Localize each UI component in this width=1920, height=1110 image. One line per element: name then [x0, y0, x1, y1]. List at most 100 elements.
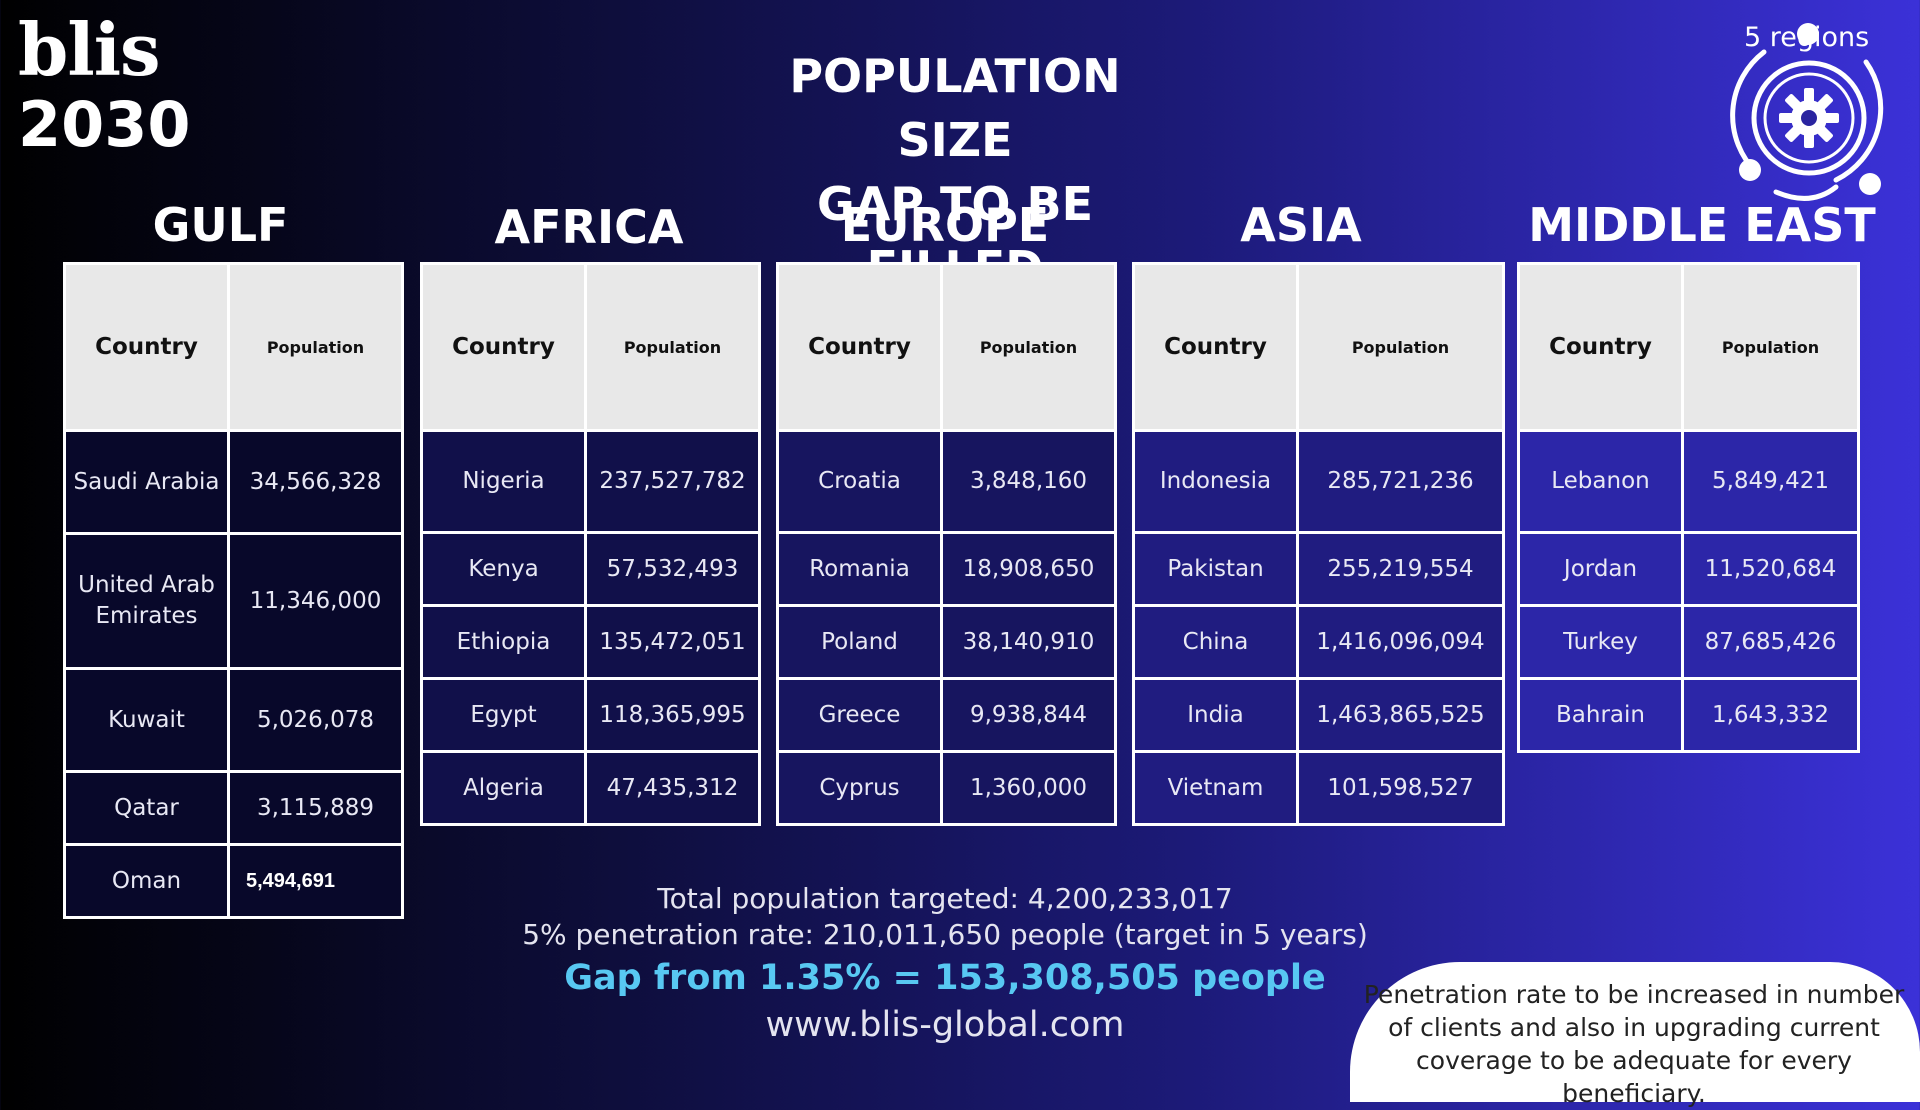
- population-cell: 1,643,332: [1681, 677, 1860, 753]
- population-cell: 285,721,236: [1296, 429, 1505, 534]
- region-title-europe: EUROPE: [840, 198, 1050, 252]
- table-row: Croatia 3,848,160: [776, 429, 1117, 534]
- table-row: Cyprus 1,360,000: [776, 750, 1117, 826]
- population-cell: 9,938,844: [940, 677, 1117, 753]
- country-cell: Greece: [776, 677, 943, 753]
- table-row: Nigeria 237,527,782: [420, 429, 761, 534]
- table-row: Egypt 118,365,995: [420, 677, 761, 753]
- country-cell: Lebanon: [1517, 429, 1684, 534]
- region-table-africa: Country Population Nigeria 237,527,782 Ken…: [420, 262, 761, 826]
- column-header-population: Population: [940, 262, 1117, 432]
- note-text: Penetration rate to be increased in numb…: [1363, 980, 1905, 1108]
- country-cell: Bahrain: [1517, 677, 1684, 753]
- region-table-gulf: Country Population Saudi Arabia 34,566,328…: [63, 262, 404, 919]
- note-box: [1350, 962, 1920, 1102]
- population-cell: 11,346,000: [227, 532, 404, 670]
- country-cell: Oman: [63, 843, 230, 919]
- column-header-country: Country: [420, 262, 587, 432]
- population-cell: 57,532,493: [584, 531, 761, 607]
- population-cell: 135,472,051: [584, 604, 761, 680]
- table-row: India 1,463,865,525: [1132, 677, 1505, 753]
- country-cell: Egypt: [420, 677, 587, 753]
- table-row: Kuwait 5,026,078: [63, 667, 404, 773]
- population-cell: 3,848,160: [940, 429, 1117, 534]
- column-header-country: Country: [1132, 262, 1299, 432]
- region-table-europe: Country Population Croatia 3,848,160 Roman…: [776, 262, 1117, 826]
- column-header-population: Population: [1681, 262, 1860, 432]
- table-row: Poland 38,140,910: [776, 604, 1117, 680]
- population-cell: 1,463,865,525: [1296, 677, 1505, 753]
- table-row: Romania 18,908,650: [776, 531, 1117, 607]
- country-cell: Turkey: [1517, 604, 1684, 680]
- table-row: Indonesia 285,721,236: [1132, 429, 1505, 534]
- population-cell: 5,026,078: [227, 667, 404, 773]
- table-row: Greece 9,938,844: [776, 677, 1117, 753]
- population-cell: 34,566,328: [227, 429, 404, 535]
- population-cell: 1,416,096,094: [1296, 604, 1505, 680]
- table-row: Saudi Arabia 34,566,328: [63, 429, 404, 535]
- population-cell: 118,365,995: [584, 677, 761, 753]
- column-header-population: Population: [584, 262, 761, 432]
- column-header-country: Country: [63, 262, 230, 432]
- country-cell: Jordan: [1517, 531, 1684, 607]
- main-title: POPULATION SIZE GAP TO BE FILLED: [745, 44, 1165, 300]
- population-cell: 1,360,000: [940, 750, 1117, 826]
- website-url: www.blis-global.com: [765, 1005, 1125, 1045]
- logo-year: 2030: [18, 88, 191, 161]
- table-row: Kenya 57,532,493: [420, 531, 761, 607]
- table-row: Ethiopia 135,472,051: [420, 604, 761, 680]
- population-cell: 18,908,650: [940, 531, 1117, 607]
- region-table-middle-east: Country Population Lebanon 5,849,421 Jorda…: [1517, 262, 1860, 753]
- country-cell: Kenya: [420, 531, 587, 607]
- country-cell: Cyprus: [776, 750, 943, 826]
- total-population-text: Total population targeted: 4,200,233,017: [657, 882, 1233, 915]
- population-cell: 3,115,889: [227, 770, 404, 846]
- gear-cycle-icon: [1730, 23, 1884, 201]
- region-table-asia: Country Population Indonesia 285,721,236 P…: [1132, 262, 1505, 826]
- country-cell: Indonesia: [1132, 429, 1299, 534]
- region-title-gulf: GULF: [152, 198, 289, 252]
- table-row: Lebanon 5,849,421: [1517, 429, 1860, 534]
- regions-count-label: 5 regions: [1744, 22, 1870, 53]
- population-cell: 237,527,782: [584, 429, 761, 534]
- table-row: Jordan 11,520,684: [1517, 531, 1860, 607]
- table-row: China 1,416,096,094: [1132, 604, 1505, 680]
- country-cell: Croatia: [776, 429, 943, 534]
- country-cell: Pakistan: [1132, 531, 1299, 607]
- population-cell: 47,435,312: [584, 750, 761, 826]
- country-cell: China: [1132, 604, 1299, 680]
- region-title-asia: ASIA: [1240, 198, 1362, 252]
- gap-text: Gap from 1.35% = 153,308,505 people: [564, 958, 1326, 998]
- table-row: Oman 5,494,691: [63, 843, 404, 919]
- country-cell: Kuwait: [63, 667, 230, 773]
- column-header-country: Country: [776, 262, 943, 432]
- country-cell: Poland: [776, 604, 943, 680]
- country-cell: Romania: [776, 531, 943, 607]
- region-title-middle-east: MIDDLE EAST: [1528, 198, 1876, 252]
- country-cell: United Arab Emirates: [63, 532, 230, 670]
- country-cell: India: [1132, 677, 1299, 753]
- table-row: Pakistan 255,219,554: [1132, 531, 1505, 607]
- table-row: Bahrain 1,643,332: [1517, 677, 1860, 753]
- population-cell: 101,598,527: [1296, 750, 1505, 826]
- country-cell: Qatar: [63, 770, 230, 846]
- column-header-population: Population: [227, 262, 404, 432]
- population-cell: 87,685,426: [1681, 604, 1860, 680]
- penetration-rate-text: 5% penetration rate: 210,011,650 people …: [522, 918, 1368, 951]
- country-cell: Saudi Arabia: [63, 429, 230, 535]
- column-header-population: Population: [1296, 262, 1505, 432]
- table-row: Vietnam 101,598,527: [1132, 750, 1505, 826]
- country-cell: Vietnam: [1132, 750, 1299, 826]
- country-cell: Ethiopia: [420, 604, 587, 680]
- table-row: United Arab Emirates 11,346,000: [63, 532, 404, 670]
- country-cell: Algeria: [420, 750, 587, 826]
- population-cell: 5,494,691: [227, 843, 404, 919]
- column-header-country: Country: [1517, 262, 1684, 432]
- table-row: Algeria 47,435,312: [420, 750, 761, 826]
- population-cell: 38,140,910: [940, 604, 1117, 680]
- logo-wordmark: blis: [18, 7, 161, 92]
- table-row: Turkey 87,685,426: [1517, 604, 1860, 680]
- population-cell: 255,219,554: [1296, 531, 1505, 607]
- population-cell: 5,849,421: [1681, 429, 1860, 534]
- table-row: Qatar 3,115,889: [63, 770, 404, 846]
